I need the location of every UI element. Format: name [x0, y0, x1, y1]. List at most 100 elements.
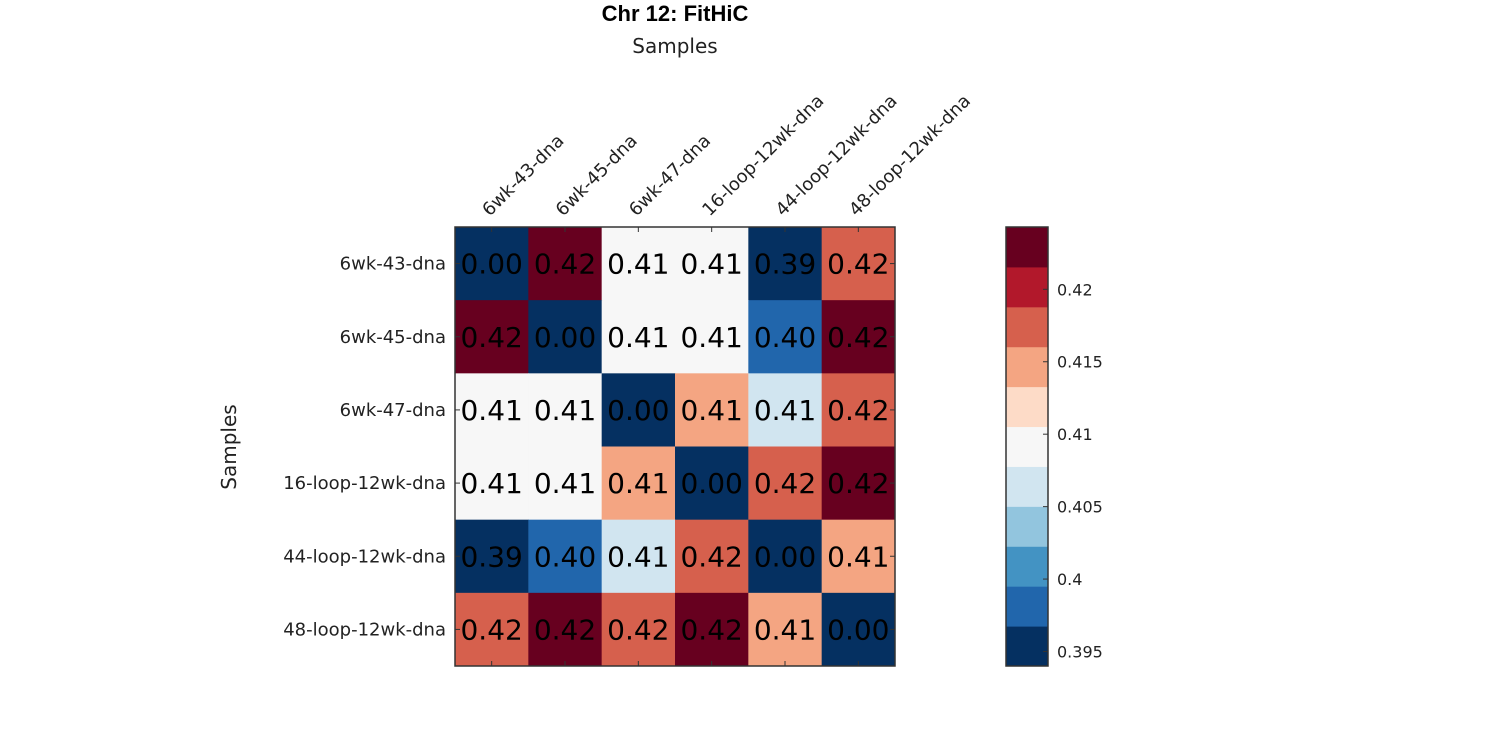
plot-frame — [454, 226, 896, 667]
heatmap-cell — [748, 519, 823, 594]
heatmap-cell — [528, 446, 603, 521]
cell-value-label: 0.41 — [607, 248, 669, 281]
heatmap-cell — [455, 592, 529, 667]
cell-value-label: 0.42 — [680, 540, 742, 573]
heatmap-cell — [528, 227, 603, 301]
colorbar-tick-label: 0.4 — [1057, 570, 1082, 589]
cell-value-label: 0.40 — [754, 321, 816, 354]
cell-value-label: 0.00 — [827, 613, 889, 646]
y-tick-label: 16-loop-12wk-dna — [283, 473, 446, 494]
cell-value-label: 0.41 — [680, 394, 742, 427]
cell-value-label: 0.41 — [680, 321, 742, 354]
heatmap-cell — [748, 446, 823, 521]
cell-value-label: 0.42 — [534, 248, 596, 281]
heatmap-cell — [601, 519, 676, 594]
heatmap-cell — [675, 592, 749, 667]
cell-value-label: 0.41 — [680, 248, 742, 281]
colorbar-tick-label: 0.41 — [1057, 425, 1093, 444]
heatmap-cell — [821, 519, 896, 594]
heatmap-cell — [601, 373, 676, 447]
cell-value-label: 0.42 — [827, 248, 889, 281]
colorbar-segment — [1006, 426, 1048, 467]
cell-value-label: 0.42 — [460, 321, 522, 354]
heatmap-cell — [528, 300, 603, 374]
cell-value-label: 0.00 — [754, 540, 816, 573]
cell-value-label: 0.41 — [607, 467, 669, 500]
heatmap-cell — [675, 373, 749, 447]
cell-value-label: 0.42 — [827, 321, 889, 354]
cell-value-label: 0.00 — [680, 467, 742, 500]
cell-value-label: 0.41 — [534, 394, 596, 427]
y-tick-label: 6wk-47-dna — [340, 400, 446, 421]
cell-value-label: 0.39 — [754, 248, 816, 281]
heatmap-cell — [748, 373, 823, 447]
heatmap-cell — [821, 373, 896, 447]
heatmap-cells — [455, 227, 896, 667]
heatmap-cell — [455, 519, 529, 594]
colorbar-frame — [1005, 226, 1049, 667]
heatmap-cell — [821, 300, 896, 374]
heatmap-cell — [528, 592, 603, 667]
cell-value-label: 0.40 — [534, 540, 596, 573]
cell-value-label: 0.41 — [607, 321, 669, 354]
cell-value-label: 0.42 — [827, 394, 889, 427]
cell-value-label: 0.41 — [460, 467, 522, 500]
heatmap-cell — [675, 227, 749, 301]
y-tick-label: 48-loop-12wk-dna — [283, 619, 446, 640]
colorbar-segment — [1006, 306, 1048, 348]
heatmap-cell — [748, 592, 823, 667]
colorbar-tick-label: 0.415 — [1057, 353, 1103, 372]
heatmap-cell — [601, 227, 676, 301]
heatmap-cell — [748, 300, 823, 374]
heatmap-cell — [455, 227, 529, 301]
colorbar-tick-label: 0.405 — [1057, 498, 1103, 517]
x-axis-label: Samples — [632, 34, 717, 58]
y-tick-label: 6wk-43-dna — [340, 254, 446, 275]
heatmap-cell — [821, 446, 896, 521]
colorbar-tick-label: 0.395 — [1057, 643, 1103, 662]
x-tick-label: 16-loop-12wk-dna — [698, 91, 828, 221]
cell-value-label: 0.41 — [754, 394, 816, 427]
colorbar-segment — [1006, 386, 1048, 428]
heatmap-cell — [528, 519, 603, 594]
heatmap-cell — [601, 446, 676, 521]
cell-value-label: 0.41 — [607, 540, 669, 573]
colorbar-segment — [1006, 626, 1048, 667]
colorbar-segment — [1006, 546, 1048, 587]
y-axis-label: Samples — [217, 404, 241, 489]
heatmap-cell — [675, 446, 749, 521]
chart-title: Chr 12: FitHiC — [602, 1, 749, 26]
cell-value-label: 0.41 — [754, 613, 816, 646]
y-tick-label: 6wk-45-dna — [340, 327, 446, 348]
y-tick-labels: 6wk-43-dna 6wk-45-dna 6wk-47-dna 16-loop-12… — [283, 254, 895, 640]
cell-value-label: 0.00 — [460, 248, 522, 281]
cell-value-label: 0.41 — [460, 394, 522, 427]
cell-value-label: 0.42 — [680, 613, 742, 646]
cell-value-label: 0.41 — [534, 467, 596, 500]
x-tick-label: 44-loop-12wk-dna — [772, 91, 902, 221]
heatmap-cell — [821, 227, 896, 301]
heatmap-cell-labels: 0.00 0.42 0.41 0.41 0.39 0.42 0.42 0.00 0.41 0.41… — [460, 248, 889, 647]
cell-value-label: 0.42 — [460, 613, 522, 646]
colorbar-tick-label: 0.42 — [1057, 280, 1093, 299]
colorbar-segment — [1006, 506, 1048, 547]
heatmap-cell — [601, 592, 676, 667]
colorbar-segment — [1006, 227, 1048, 268]
heatmap-cell — [675, 300, 749, 374]
cell-value-label: 0.41 — [827, 540, 889, 573]
cell-value-label: 0.42 — [754, 467, 816, 500]
heatmap-cell — [821, 592, 896, 667]
colorbar-segment — [1006, 586, 1048, 627]
cell-value-label: 0.42 — [827, 467, 889, 500]
cell-value-label: 0.42 — [607, 613, 669, 646]
heatmap-cell — [528, 373, 603, 447]
heatmap-cell — [455, 373, 529, 447]
heatmap-cell — [675, 519, 749, 594]
heatmap-cell — [748, 227, 823, 301]
y-tick-label: 44-loop-12wk-dna — [283, 546, 446, 567]
heatmap-cell — [455, 300, 529, 374]
heatmap-cell — [455, 446, 529, 521]
cell-value-label: 0.39 — [460, 540, 522, 573]
